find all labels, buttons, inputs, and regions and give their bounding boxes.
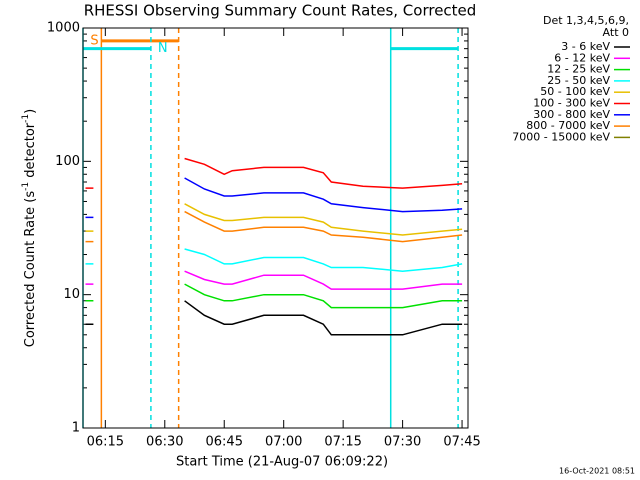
series-line (85, 157, 463, 189)
series-line (85, 177, 463, 219)
y-tick-label: 10 (63, 287, 80, 302)
legend-label: 300 - 800 keV (533, 108, 610, 121)
y-label-part: Corrected Count Rate (s (23, 191, 38, 348)
y-label-sup: -1 (21, 182, 31, 191)
legend-label: 12 - 25 keV (547, 63, 610, 76)
x-tick-label: 06:45 (206, 435, 243, 450)
y-axis-label: Corrected Count Rate (s-1 detector-1) (21, 109, 38, 347)
x-tick-label: 07:00 (265, 435, 302, 450)
y-tick-label: 1 (72, 421, 80, 436)
series-line (85, 270, 463, 290)
y-label-part: detector (23, 122, 38, 182)
y-label-part: ) (23, 109, 38, 114)
x-tick-label: 07:15 (324, 435, 361, 450)
legend-label: 800 - 7000 keV (526, 119, 610, 132)
flag-label: S (90, 33, 98, 48)
y-label-sup: -1 (21, 114, 31, 123)
x-tick-label: 07:45 (443, 435, 480, 450)
flag-label: N (158, 41, 168, 56)
plot-frame (82, 27, 469, 429)
legend-label: 7000 - 15000 keV (512, 130, 610, 143)
legend-label: 100 - 300 keV (533, 97, 610, 110)
legend-label: 25 - 50 keV (547, 74, 610, 87)
legend-label: 6 - 12 keV (554, 51, 610, 64)
x-axis-label: Start Time (21-Aug-07 06:09:22) (176, 455, 388, 470)
x-tick-label: 06:30 (146, 435, 183, 450)
series-line (85, 210, 463, 243)
y-tick-label: 100 (55, 154, 80, 169)
footer: 16-Oct-2021 08:51 (559, 467, 635, 476)
legend-label: 3 - 6 keV (561, 40, 610, 53)
legend-label: 50 - 100 keV (540, 85, 610, 98)
series-line (85, 283, 463, 309)
legend-header: Att 0 (603, 26, 629, 39)
y-tick-label: 1000 (47, 21, 80, 36)
x-tick-label: 06:15 (87, 435, 124, 450)
chart-title: RHESSI Observing Summary Count Rates, Co… (84, 2, 477, 20)
legend-header: Det 1,3,4,5,6,9, (543, 14, 629, 27)
series-line (85, 248, 463, 272)
series-line (85, 300, 463, 336)
series-line (85, 203, 463, 236)
x-tick-label: 07:30 (384, 435, 421, 450)
